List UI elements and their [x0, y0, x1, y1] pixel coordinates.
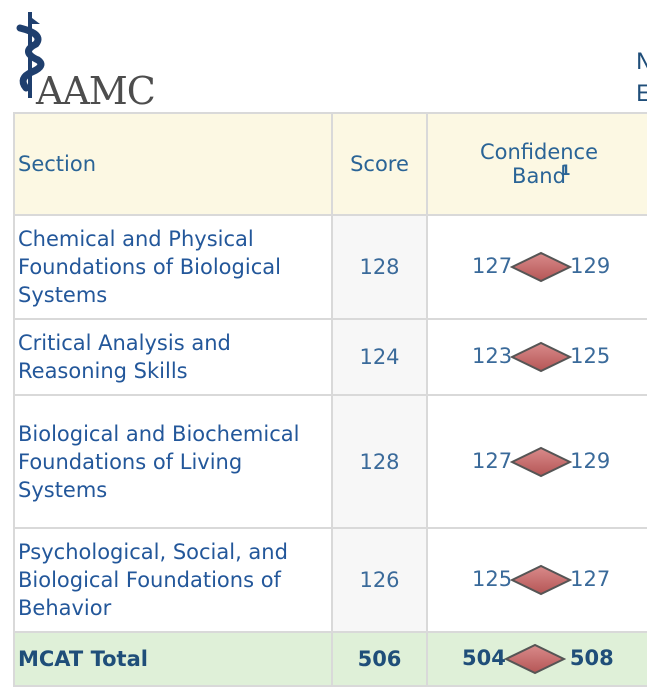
section-score: 128: [331, 394, 428, 529]
band-low: 123: [472, 344, 513, 368]
band-low: 127: [472, 254, 513, 278]
band-high: 127: [570, 567, 611, 591]
total-score: 506: [331, 631, 428, 687]
section-name: Biological and Biochemical Foundations o…: [13, 394, 333, 529]
section-score: 126: [331, 527, 428, 633]
confidence-band: 125 127: [426, 527, 647, 633]
header-band-text: Confidence Band: [479, 140, 599, 188]
band-low: 504: [462, 646, 506, 670]
section-name: Chemical and Physical Foundations of Bio…: [13, 214, 333, 320]
confidence-band: 123 125: [426, 318, 647, 396]
confidence-diamond-icon: [503, 643, 566, 675]
band-low: 125: [472, 567, 513, 591]
header-score: Score: [331, 112, 428, 216]
total-label: MCAT Total: [13, 631, 333, 687]
band-high: 129: [570, 448, 611, 473]
header-section: Section: [13, 112, 333, 216]
section-name: Critical Analysis and Reasoning Skills: [13, 318, 333, 396]
confidence-diamond-icon: [510, 564, 573, 596]
total-confidence-band: 504 508: [426, 631, 647, 687]
logo-text: AAMC: [36, 69, 156, 113]
band-high: 508: [569, 646, 614, 670]
table-row: Chemical and Physical Foundations of Bio…: [13, 214, 647, 320]
footnote-marker[interactable]: 1: [560, 163, 571, 179]
section-name: Psychological, Social, and Biological Fo…: [13, 527, 333, 633]
band-high: 125: [570, 344, 611, 368]
table-header-row: Section Score Confidence Band 1: [13, 112, 647, 216]
section-score: 124: [331, 318, 428, 396]
confidence-diamond-icon: [510, 251, 573, 283]
table-row: Psychological, Social, and Biological Fo…: [13, 527, 647, 633]
band-high: 129: [570, 254, 611, 278]
table-row: Critical Analysis and Reasoning Skills 12…: [13, 318, 647, 396]
confidence-band: 127 129: [426, 214, 647, 320]
band-low: 127: [472, 448, 513, 473]
caduceus-icon: [16, 12, 45, 98]
confidence-diamond-icon: [510, 341, 573, 373]
confidence-diamond-icon: [510, 446, 573, 477]
section-score: 128: [331, 214, 428, 320]
header-confidence-band: Confidence Band 1: [426, 112, 647, 216]
score-table: Section Score Confidence Band 1 Chemical…: [13, 112, 647, 687]
total-row: MCAT Total 506 504 508: [13, 631, 647, 687]
confidence-band: 127 129: [426, 394, 647, 529]
table-row: Biological and Biochemical Foundations o…: [13, 394, 647, 529]
header-nav-text-1[interactable]: N: [636, 50, 647, 75]
header-nav-text-2[interactable]: E: [636, 82, 647, 107]
aamc-logo: AAMC: [10, 10, 156, 110]
